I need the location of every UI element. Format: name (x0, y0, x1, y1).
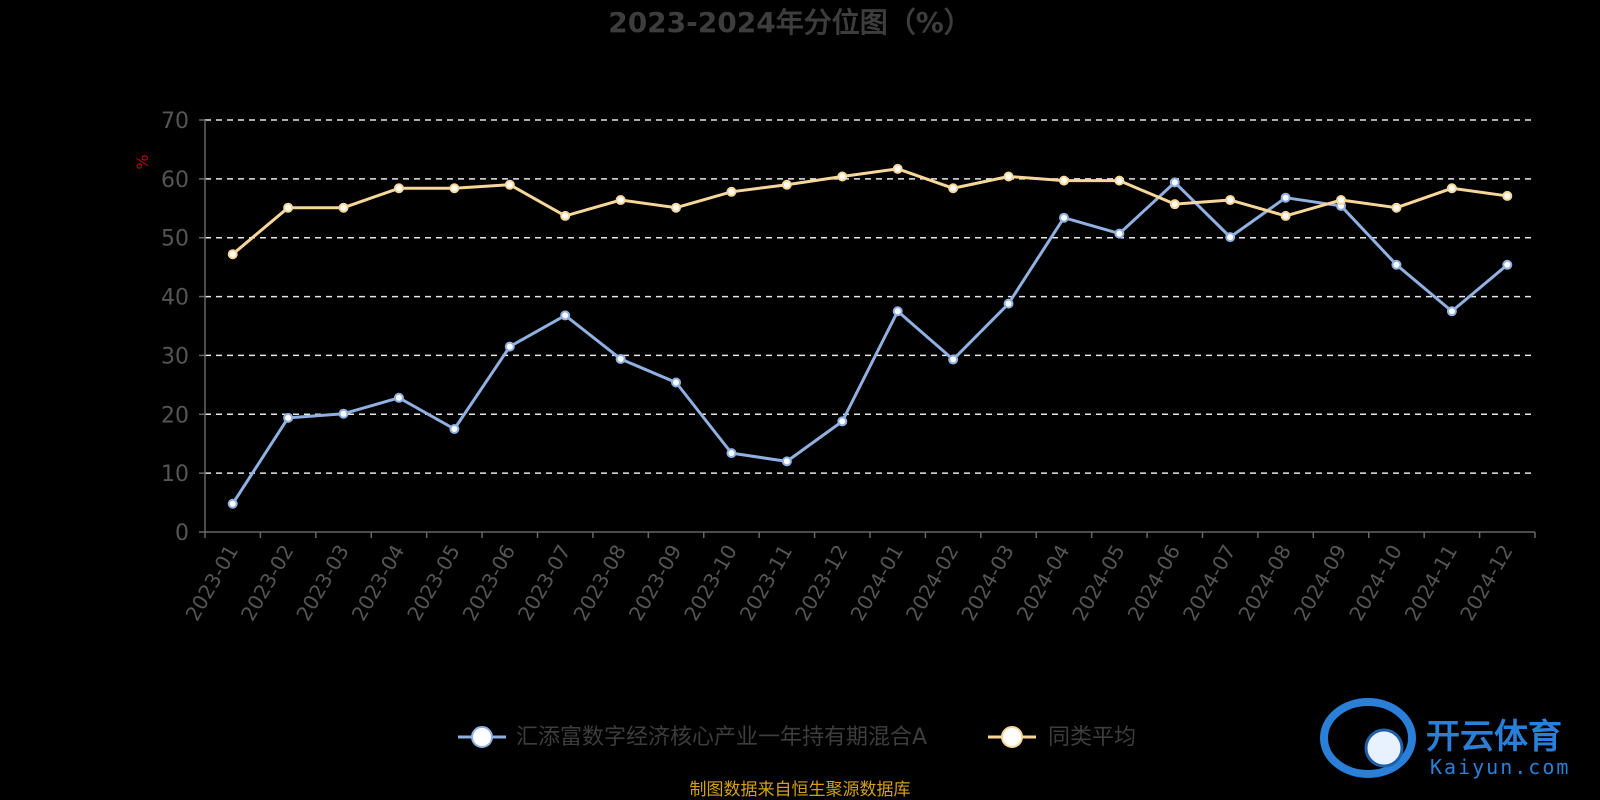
data-point-0[interactable] (615, 353, 626, 364)
y-tick-label: 0 (175, 521, 189, 546)
data-point-1[interactable] (449, 183, 460, 194)
data-point-0[interactable] (1114, 228, 1125, 239)
data-point-0[interactable] (393, 392, 404, 403)
data-point-1[interactable] (1058, 175, 1069, 186)
x-tick-label: 2024-07 (1178, 541, 1241, 625)
data-point-1[interactable] (1280, 210, 1291, 221)
y-tick-label: 20 (161, 403, 189, 428)
data-point-0[interactable] (1058, 212, 1069, 223)
series-line-1 (231, 167, 1508, 256)
data-point-1[interactable] (560, 210, 571, 221)
legend[interactable]: 汇添富数字经济核心产业一年持有期混合A 同类平均 (458, 725, 1136, 750)
x-tick-label: 2024-02 (901, 541, 964, 625)
data-point-0[interactable] (1446, 306, 1457, 317)
series-line-0 (231, 180, 1509, 505)
axes (199, 119, 1536, 538)
data-point-0[interactable] (1225, 232, 1236, 243)
data-point-0[interactable] (726, 448, 737, 459)
x-tick-label: 2024-04 (1012, 541, 1075, 625)
data-point-0[interactable] (892, 306, 903, 317)
data-point-1[interactable] (504, 179, 515, 190)
watermark-name-en: Kaiyun.com (1430, 755, 1570, 779)
data-point-1[interactable] (1169, 199, 1180, 210)
x-tick-label: 2023-03 (291, 541, 354, 625)
data-point-1[interactable] (393, 183, 404, 194)
data-point-1[interactable] (1336, 195, 1347, 206)
y-tick-label: 10 (161, 462, 189, 487)
data-point-0[interactable] (504, 341, 515, 352)
data-point-1[interactable] (726, 186, 737, 197)
data-point-1[interactable] (227, 249, 238, 260)
data-point-1[interactable] (338, 202, 349, 213)
data-point-1[interactable] (1225, 195, 1236, 206)
y-tick-label: 70 (161, 109, 189, 134)
data-point-0[interactable] (837, 416, 848, 427)
legend-swatch-average-marker (1001, 726, 1023, 748)
data-point-1[interactable] (1114, 175, 1125, 186)
legend-item-fund[interactable]: 汇添富数字经济核心产业一年持有期混合A (458, 725, 927, 750)
data-point-1[interactable] (837, 171, 848, 182)
legend-label-average: 同类平均 (1048, 725, 1136, 750)
x-tick-label: 2024-12 (1455, 541, 1518, 625)
x-tick-label: 2024-11 (1400, 541, 1463, 625)
data-point-0[interactable] (1169, 177, 1180, 188)
y-axis-label: % (133, 154, 152, 169)
data-point-0[interactable] (948, 354, 959, 365)
x-tick-label: 2023-04 (347, 541, 410, 625)
data-point-0[interactable] (1391, 259, 1402, 270)
data-point-0[interactable] (1280, 192, 1291, 203)
x-tick-label: 2023-11 (735, 541, 798, 625)
x-tick-label: 2023-05 (402, 541, 465, 625)
x-tick-label: 2024-06 (1123, 541, 1186, 625)
data-point-0[interactable] (1003, 298, 1014, 309)
y-tick-labels: 0 10 20 30 40 50 60 70 (161, 109, 189, 546)
watermark-name-cn: 开云体育 (1426, 717, 1562, 757)
legend-label-fund: 汇添富数字经济核心产业一年持有期混合A (516, 725, 927, 750)
data-point-0[interactable] (671, 377, 682, 388)
x-tick-label: 2023-10 (679, 541, 742, 625)
x-tick-label: 2023-08 (568, 541, 631, 625)
data-point-1[interactable] (1446, 183, 1457, 194)
data-point-0[interactable] (560, 310, 571, 321)
series-layer (227, 163, 1513, 509)
legend-item-average[interactable]: 同类平均 (988, 725, 1136, 750)
data-point-1[interactable] (615, 195, 626, 206)
x-tick-label: 2024-03 (956, 541, 1019, 625)
y-tick-label: 40 (161, 286, 189, 311)
y-tick-label: 30 (161, 344, 189, 369)
data-point-0[interactable] (449, 424, 460, 434)
watermark-logo: 开云体育 Kaiyun.com (1320, 698, 1570, 779)
data-point-1[interactable] (948, 183, 959, 194)
x-tick-label: 2024-01 (845, 541, 908, 625)
data-point-1[interactable] (671, 202, 682, 213)
x-tick-label: 2023-02 (236, 541, 299, 625)
data-point-0[interactable] (283, 412, 294, 423)
y-tick-label: 50 (161, 227, 189, 252)
data-point-1[interactable] (283, 202, 294, 213)
data-point-0[interactable] (338, 408, 349, 419)
data-point-1[interactable] (1391, 202, 1402, 213)
x-tick-label: 2023-12 (790, 541, 853, 625)
x-tick-label: 2024-09 (1289, 541, 1352, 625)
data-point-1[interactable] (1502, 190, 1513, 201)
x-tick-label: 2023-01 (180, 541, 243, 625)
chart-title: 2023-2024年分位图（%） (608, 6, 972, 39)
x-tick-label: 2023-06 (458, 541, 521, 625)
data-point-1[interactable] (1003, 171, 1014, 182)
data-point-1[interactable] (892, 163, 903, 174)
data-point-0[interactable] (227, 498, 238, 509)
data-point-0[interactable] (781, 456, 792, 467)
x-tick-label: 2023-09 (624, 541, 687, 625)
y-tick-label: 60 (161, 168, 189, 193)
x-tick-label: 2024-05 (1067, 541, 1130, 625)
source-note: 制图数据来自恒生聚源数据库 (690, 780, 911, 800)
x-tick-label: 2024-10 (1344, 541, 1407, 625)
x-tick-label: 2023-07 (513, 541, 576, 625)
x-tick-label: 2024-08 (1233, 541, 1296, 625)
x-tick-labels: 2023-012023-022023-032023-042023-052023-… (180, 541, 1517, 625)
data-point-1[interactable] (781, 179, 792, 190)
data-point-0[interactable] (1502, 259, 1513, 270)
legend-swatch-fund-marker (471, 726, 493, 748)
